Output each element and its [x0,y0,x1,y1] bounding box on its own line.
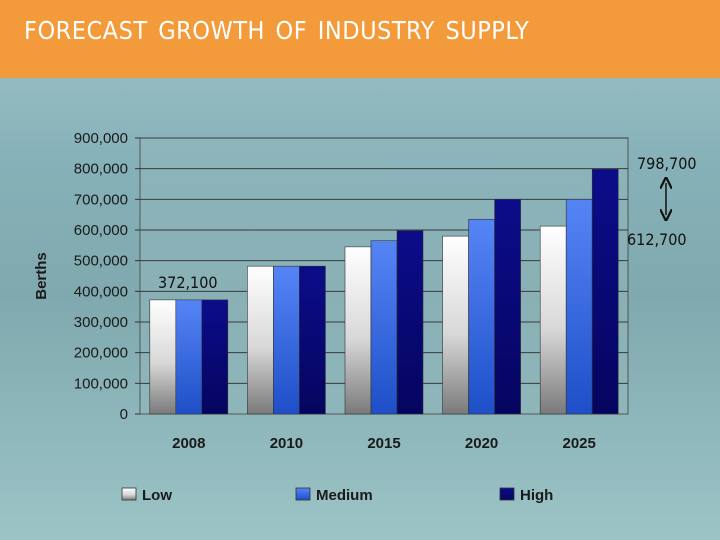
y-tick-label: 0 [120,406,128,423]
y-tick-label: 300,000 [74,314,128,331]
annotation-high-value: 798,700 [637,154,697,173]
legend-label-medium: Medium [316,487,373,504]
bar-medium-2008 [175,299,203,415]
x-axis: 2008 2010 2015 2020 2025 [172,435,596,452]
y-tick-label: 700,000 [74,191,128,208]
x-tick-label: 2008 [172,435,205,452]
x-tick-label: 2015 [367,435,400,452]
bar-high-2020 [494,199,521,415]
bar-medium-2015 [370,240,398,415]
bar-low-2010 [247,265,274,415]
y-tick-label: 800,000 [74,161,128,178]
bar-medium-2020 [468,218,495,415]
bar-low-2015 [344,246,372,415]
bar-low-2025 [539,225,567,415]
y-tick-label: 400,000 [74,283,128,300]
bar-low-2020 [442,235,469,415]
bar-high-2025 [591,168,619,415]
legend-swatch-high [499,487,515,501]
x-tick-label: 2010 [270,435,303,452]
bar-high-2015 [396,230,424,415]
annotation-start-value: 372,100 [158,273,218,292]
legend-swatch-medium [295,487,311,501]
y-tick-label: 500,000 [74,253,128,270]
y-tick-label: 900,000 [74,130,128,147]
slide-title: FORECAST GROWTH OF INDUSTRY SUPPLY [24,16,530,45]
bar-medium-2010 [273,265,300,415]
y-axis-label: Berths [33,252,50,300]
y-tick-label: 600,000 [74,222,128,239]
title-banner: FORECAST GROWTH OF INDUSTRY SUPPLY [0,0,720,78]
x-tick-label: 2025 [563,435,596,452]
y-tick-label: 200,000 [74,345,128,362]
bars [149,168,619,415]
legend-swatch-low [121,487,137,501]
bar-medium-2025 [565,199,593,415]
y-axis: 0 100,000 200,000 300,000 400,000 500,000 600,… [74,130,140,423]
bar-high-2010 [299,265,326,415]
legend: Low Medium High [121,487,553,504]
bar-low-2008 [149,299,177,415]
x-tick-label: 2020 [465,435,498,452]
legend-label-high: High [520,487,553,504]
legend-label-low: Low [142,487,172,504]
bar-high-2008 [201,299,229,415]
y-tick-label: 100,000 [74,375,128,392]
annotation-low-value: 612,700 [627,230,687,249]
